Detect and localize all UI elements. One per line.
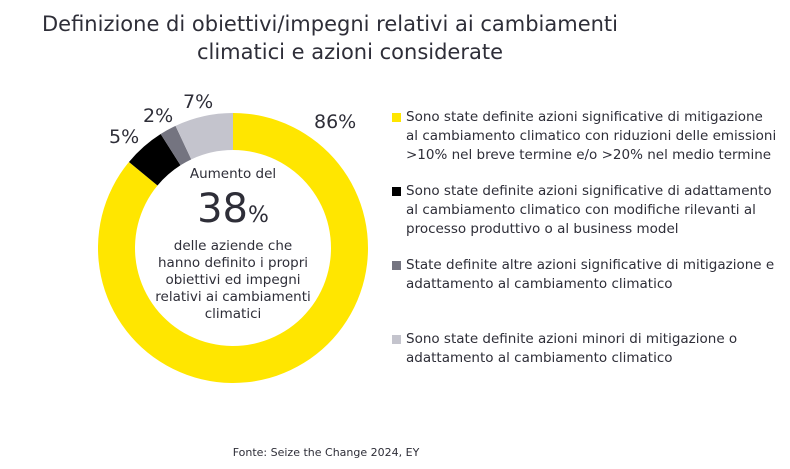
slice-label-5: 5% (109, 126, 140, 148)
center-line: delle aziende che (173, 238, 293, 254)
donut-slice-2 (160, 125, 192, 166)
legend-line: State definite altre azioni significativ… (406, 257, 775, 273)
slice-label-7: 7% (183, 91, 214, 113)
center-line: obiettivi ed impegni (165, 272, 301, 288)
title-line: Definizione di obiettivi/impegni relativ… (41, 12, 618, 36)
legend-line: processo produttivo o al business model (406, 221, 679, 237)
center-line: climatici (204, 306, 262, 322)
center-number-value: 38 (197, 186, 248, 232)
source-note: Fonte: Seize the Change 2024, EY (232, 446, 420, 459)
legend-line: Sono state definite azioni significative… (406, 109, 763, 125)
legend-swatch (392, 335, 401, 344)
slice-label-86: 86% (314, 111, 357, 133)
legend-item-minor: Sono state definite azioni minori di mit… (392, 330, 790, 368)
legend-item-adaptation: Sono state definite azioni significative… (392, 182, 790, 239)
title-line: climatici e azioni considerate (196, 40, 504, 64)
center-number: 38% (153, 186, 313, 239)
legend-line: Sono state definite azioni minori di mit… (406, 331, 738, 347)
slice-label-2: 2% (143, 105, 174, 127)
legend-line: al cambiamento climatico con modifiche r… (406, 202, 756, 218)
legend-swatch (392, 113, 401, 122)
legend-line: Sono state definite azioni significative… (406, 183, 772, 199)
center-number-unit: % (248, 203, 269, 228)
center-description: delle aziende che hanno definito i propr… (153, 238, 313, 323)
legend-line: adattamento al cambiamento climatico (406, 350, 673, 366)
legend-swatch (392, 187, 401, 196)
center-line: hanno definito i propri (157, 255, 309, 271)
legend-item-other: State definite altre azioni significativ… (392, 256, 790, 294)
center-pre-text: Aumento del (189, 166, 277, 182)
center-line: relativi ai cambiamenti (155, 289, 311, 305)
legend-line: adattamento al cambiamento climatico (406, 276, 673, 292)
chart-title: Definizione di obiettivi/impegni relativ… (0, 10, 660, 66)
legend-swatch (392, 261, 401, 270)
legend-item-mitigation: Sono state definite azioni significative… (392, 108, 790, 165)
donut-slice-1 (128, 134, 181, 186)
donut-slice-3 (175, 113, 233, 160)
legend-line: al cambiamento climatico con riduzioni d… (406, 128, 777, 144)
legend-line: >10% nel breve termine e/o >20% nel medi… (406, 147, 772, 163)
